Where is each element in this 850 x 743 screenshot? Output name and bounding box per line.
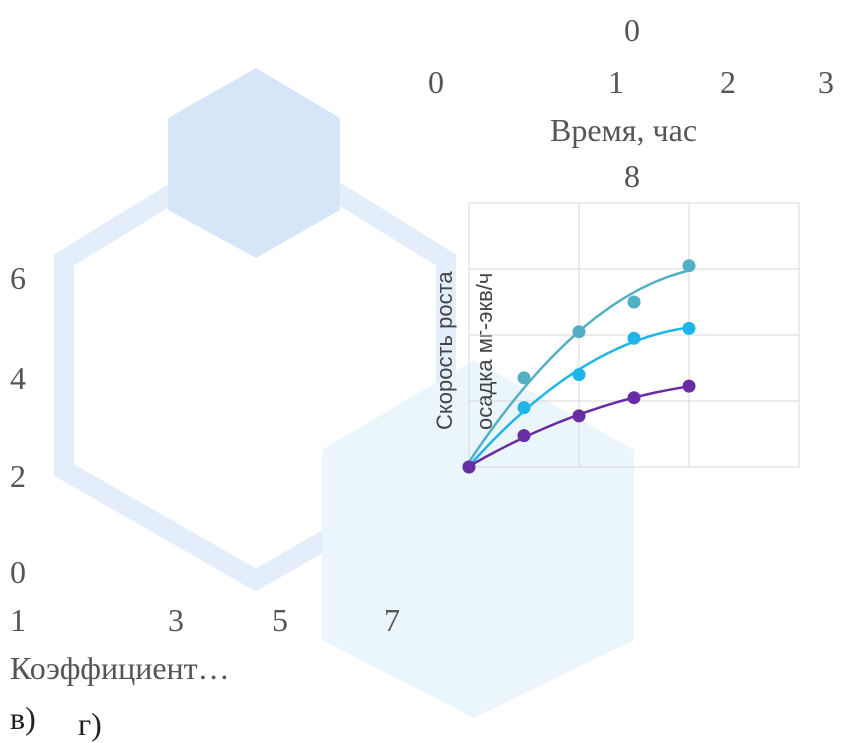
hexagon-filled-blue <box>168 68 340 258</box>
panel-label-v: в) <box>10 700 36 736</box>
left-x-tick-1: 1 <box>10 602 26 638</box>
series-3-point <box>572 409 586 423</box>
series-3-point <box>682 379 696 393</box>
hexagon-filled-light <box>322 360 634 718</box>
hexagon-outline <box>54 130 456 592</box>
series-1-point <box>627 295 641 309</box>
x-axis-label: Время, час <box>550 112 698 148</box>
left-x-tick-7: 7 <box>384 602 400 638</box>
series-2-point <box>682 321 696 335</box>
left-y-tick-4: 4 <box>10 360 26 396</box>
x-tick-2: 2 <box>720 64 736 100</box>
x-tick-3: 3 <box>818 64 834 100</box>
chart-series <box>462 259 696 474</box>
left-x-tick-3: 3 <box>168 602 184 638</box>
series-3-point <box>462 460 476 474</box>
left-y-tick-0: 0 <box>10 554 26 590</box>
series-3-point <box>627 391 641 405</box>
left-x-tick-5: 5 <box>272 602 288 638</box>
y-top-label: 8 <box>624 158 640 194</box>
left-y-tick-2: 2 <box>10 458 26 494</box>
series-1-point <box>517 371 531 385</box>
series-3-point <box>517 429 531 443</box>
series-2-point <box>572 368 586 382</box>
left-x-axis-label: Коэффициент… <box>10 650 230 686</box>
series-2-point <box>517 401 531 415</box>
series-1-point <box>682 259 696 273</box>
left-y-tick-6: 6 <box>10 260 26 296</box>
x-tick-1: 1 <box>608 64 624 100</box>
series-1-point <box>572 325 586 339</box>
series-2-point <box>627 331 641 345</box>
x-tick-0: 0 <box>428 64 444 100</box>
top-value-label: 0 <box>624 12 640 48</box>
panel-label-g: г) <box>78 706 102 742</box>
